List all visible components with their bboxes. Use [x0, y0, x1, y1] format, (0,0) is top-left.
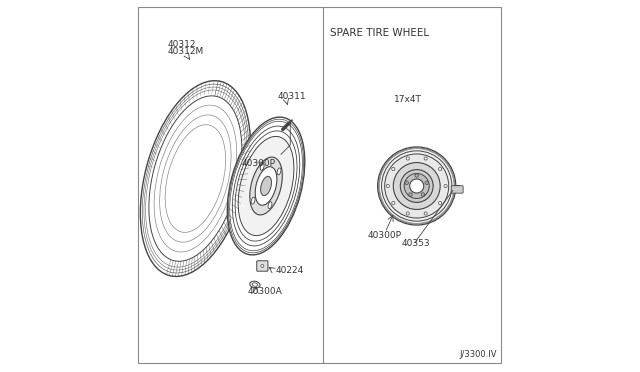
Circle shape	[394, 163, 440, 209]
Text: 40300P: 40300P	[367, 231, 402, 240]
Circle shape	[421, 193, 425, 196]
Circle shape	[424, 212, 428, 215]
Text: 40224: 40224	[275, 266, 303, 275]
Text: 40311: 40311	[277, 92, 306, 100]
Ellipse shape	[268, 202, 272, 209]
Ellipse shape	[252, 283, 257, 286]
Circle shape	[444, 185, 447, 187]
Ellipse shape	[260, 176, 271, 196]
FancyBboxPatch shape	[451, 186, 463, 193]
Ellipse shape	[250, 281, 260, 288]
Text: 40312: 40312	[168, 39, 196, 48]
Ellipse shape	[261, 264, 264, 267]
Circle shape	[406, 212, 410, 215]
Circle shape	[378, 147, 456, 225]
Circle shape	[404, 173, 429, 199]
Circle shape	[425, 181, 429, 185]
Circle shape	[381, 151, 452, 221]
Circle shape	[410, 179, 424, 193]
Ellipse shape	[140, 81, 250, 276]
Ellipse shape	[250, 157, 282, 215]
Circle shape	[392, 167, 395, 171]
Text: J/3300.IV: J/3300.IV	[459, 350, 497, 359]
Text: 40312M: 40312M	[168, 47, 204, 56]
Circle shape	[387, 185, 389, 187]
Text: 40353: 40353	[402, 238, 431, 247]
Ellipse shape	[255, 167, 277, 205]
Text: SPARE TIRE WHEEL: SPARE TIRE WHEEL	[330, 28, 429, 38]
Ellipse shape	[277, 168, 281, 175]
FancyBboxPatch shape	[257, 261, 268, 271]
Circle shape	[424, 157, 428, 160]
Circle shape	[392, 201, 395, 205]
Text: 40300P: 40300P	[242, 158, 276, 167]
Circle shape	[409, 193, 412, 196]
Ellipse shape	[149, 96, 242, 261]
Circle shape	[385, 154, 449, 218]
Text: 40300A: 40300A	[248, 287, 282, 296]
Circle shape	[438, 167, 442, 171]
Circle shape	[405, 181, 408, 185]
Ellipse shape	[238, 137, 294, 235]
Text: 17x4T: 17x4T	[394, 95, 422, 104]
Ellipse shape	[227, 117, 305, 255]
Circle shape	[400, 170, 433, 202]
Circle shape	[415, 174, 419, 177]
Ellipse shape	[260, 163, 264, 170]
Ellipse shape	[251, 197, 255, 204]
Circle shape	[438, 201, 442, 205]
Circle shape	[406, 157, 410, 160]
